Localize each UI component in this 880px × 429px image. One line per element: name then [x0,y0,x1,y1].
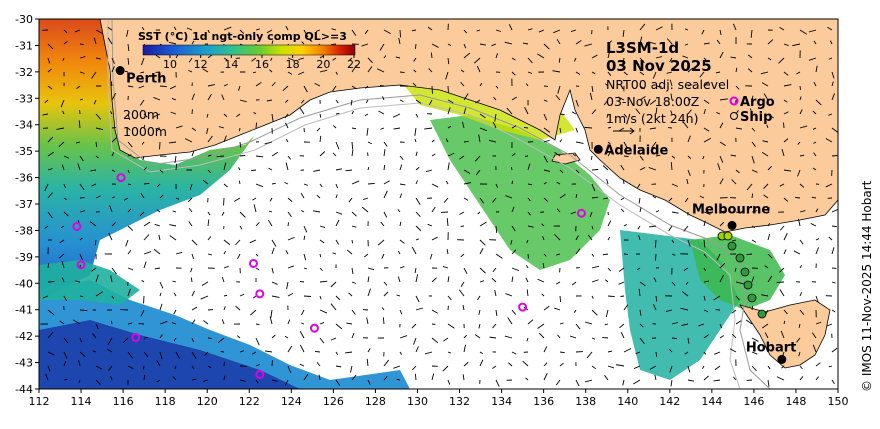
colorbar-tick-label: 18 [286,58,300,71]
colorbar-tick-label: 16 [255,58,269,71]
ship-legend-label: Ship [740,110,772,125]
colorbar-tick-label: 14 [224,58,238,71]
y-axis: -30 -31 -32 -33 -34 -35 -36 -37 -38 -39 -40 -41 -42 -… [15,13,39,396]
x-tick-label: 144 [701,395,722,408]
city-dot [728,221,737,230]
y-tick-label: -43 [15,357,33,370]
colorbar-tick-label: 22 [347,58,361,71]
analysis-time: 03-Nov 18:00Z [606,94,699,109]
sealevel-label: NRT00 adj. sealevel [606,77,729,92]
y-tick-label: -34 [15,119,33,132]
argo-legend-label: Argo [740,95,775,110]
product-date: 03 Nov 2025 [606,57,712,75]
colorbar-tick-label: 12 [194,58,208,71]
y-tick-label: -42 [15,330,33,343]
plot-area: Perth Adelaide Melbourne Hobart [39,19,839,389]
x-tick-label: 150 [828,395,849,408]
city-label: Adelaide [604,143,668,158]
y-tick-label: -37 [15,198,33,211]
x-tick-label: 124 [281,395,302,408]
x-tick-label: 112 [29,395,50,408]
colorbar-ramp [143,45,355,55]
x-tick-label: 136 [533,395,554,408]
x-axis: 112 114 116 118 120 122 124 126 128 130 132 134 136 1… [29,389,849,408]
colorbar-tick-label: 10 [163,58,177,71]
credit-text: © IMOS 11-Nov-2025 14:44 Hobart [860,180,874,392]
y-tick-label: -36 [15,172,33,185]
y-tick-label: -31 [15,39,33,52]
x-tick-label: 118 [155,395,176,408]
x-tick-label: 130 [407,395,428,408]
city-dot [116,66,125,75]
y-tick-label: -40 [15,277,33,290]
y-tick-label: -35 [15,145,33,158]
x-tick-label: 134 [491,395,512,408]
y-tick-label: -41 [15,304,33,317]
city-label: Melbourne [692,202,770,217]
y-tick-label: -32 [15,66,33,79]
x-tick-label: 122 [239,395,260,408]
current-scale-label: 1m/s (2kt 24h) [606,111,698,126]
city-label: Perth [126,72,166,87]
x-tick-label: 140 [617,395,638,408]
colorbar-tick-label: 20 [316,58,330,71]
x-tick-label: 128 [365,395,386,408]
city-dot [594,145,603,154]
x-tick-label: 132 [449,395,470,408]
city-label: Hobart [746,340,797,355]
y-tick-label: -33 [15,92,33,105]
x-tick-label: 120 [197,395,218,408]
city-dot [777,355,786,364]
x-tick-label: 138 [575,395,596,408]
x-tick-label: 142 [659,395,680,408]
x-tick-label: 146 [743,395,764,408]
x-tick-label: 116 [113,395,134,408]
colorbar-title: SST (°C) 1d ngt-only comp QL>=3 [138,30,347,43]
x-tick-label: 126 [323,395,344,408]
x-tick-label: 114 [71,395,92,408]
y-tick-label: -30 [15,13,33,26]
y-tick-label: -39 [15,251,33,264]
depth-label-1000m: 1000m [123,124,167,139]
x-tick-label: 148 [785,395,806,408]
y-tick-label: -38 [15,224,33,237]
product-title: L3SM-1d [606,39,679,57]
depth-label-200m: 200m [123,107,159,122]
y-tick-label: -44 [15,383,33,396]
